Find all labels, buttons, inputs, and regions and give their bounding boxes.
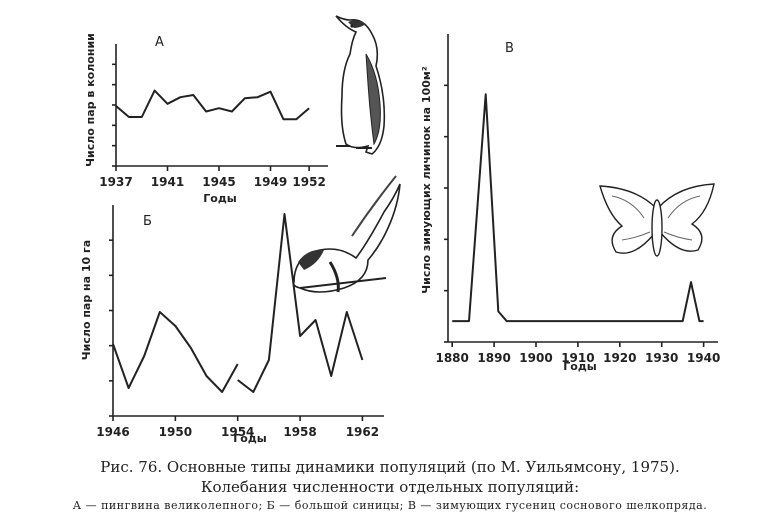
x-tick-label: 1900: [519, 351, 552, 365]
x-tick-label: 1930: [645, 351, 678, 365]
x-tick-label: 1940: [687, 351, 720, 365]
panel-label: А: [155, 35, 164, 50]
x-axis-label: Годы: [233, 432, 266, 445]
x-tick-label: 1949: [254, 175, 287, 189]
x-tick-label: 1954: [221, 425, 254, 439]
figure-caption-subtitle: Колебания численности отдельных популяци…: [200, 478, 580, 496]
tit-bird-icon: [292, 175, 401, 293]
series-line: [237, 213, 364, 393]
penguin-icon: [335, 15, 386, 155]
x-tick-label: 1950: [159, 425, 192, 439]
x-axis-label: Годы: [203, 192, 236, 205]
series-line: [452, 93, 704, 323]
x-tick-label: 1952: [292, 175, 325, 189]
x-tick-label: 1937: [99, 175, 132, 189]
x-tick-label: 1962: [346, 425, 379, 439]
x-tick-label: 1910: [561, 351, 594, 365]
x-tick-label: 1946: [96, 425, 129, 439]
chart-panel-a: 1937 1941 1945 1949 1952 А Годы Число пар в кол…: [84, 33, 328, 205]
x-tick-label: 1945: [202, 175, 235, 189]
panel-label: Б: [143, 214, 152, 229]
panel-label: В: [505, 41, 514, 56]
x-tick-label: 1958: [283, 425, 316, 439]
x-tick-label: 1890: [477, 351, 510, 365]
x-tick-label: 1880: [435, 351, 468, 365]
figure-caption-legend: А — пингвина великолепного; Б — большой …: [72, 499, 708, 512]
x-axis-label: Годы: [563, 360, 596, 373]
series-line: [112, 311, 239, 393]
y-axis-label: Число пар в колонии: [84, 33, 97, 167]
y-axis-label: Число зимующих личинок на 100м²: [420, 66, 433, 294]
series-line: [115, 89, 310, 121]
x-tick-label: 1941: [151, 175, 184, 189]
y-axis-label: Число пар на 10 га: [80, 240, 93, 360]
chart-panel-c: 1880 1890 1900 1910 1920 1930 1940 В Годы Число з…: [420, 34, 720, 373]
figure-caption-title: Рис. 76. Основные типы динамики популяци…: [100, 458, 680, 476]
moth-icon: [599, 183, 715, 257]
x-tick-label: 1920: [603, 351, 636, 365]
chart-panel-b: 1946 1950 1954 1958 1962 Б Годы Число пар на 10…: [80, 205, 384, 445]
